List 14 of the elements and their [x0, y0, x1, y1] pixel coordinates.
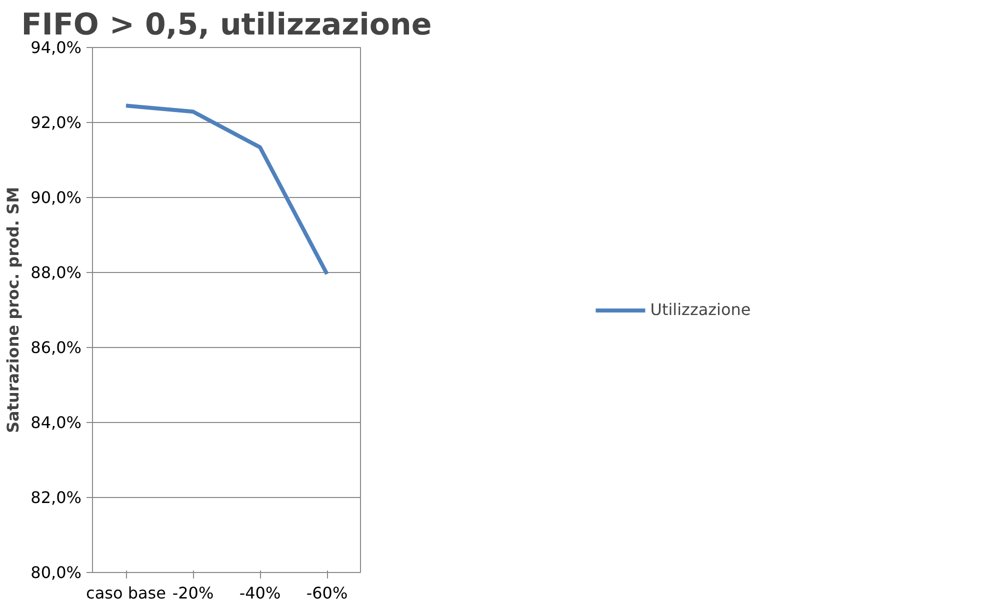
x-tick-label: -40% — [239, 584, 281, 602]
y-tick-label: 84,0% — [30, 413, 82, 432]
line-series — [124, 104, 329, 276]
y-tick-label: 88,0% — [30, 263, 82, 282]
legend-label: Utilizzazione — [650, 300, 751, 319]
y-axis-title: Saturazione proc. prod. SM — [4, 187, 23, 433]
y-tick-label: 86,0% — [30, 338, 82, 357]
y-tick-label: 80,0% — [30, 563, 82, 582]
y-tick-label: 92,0% — [30, 113, 82, 132]
x-tick-label: -60% — [306, 584, 348, 602]
x-tick-label: -20% — [172, 584, 214, 602]
y-tick-label: 90,0% — [30, 188, 82, 207]
y-tick-label: 82,0% — [30, 488, 82, 507]
x-tick-label: caso base — [86, 584, 166, 602]
